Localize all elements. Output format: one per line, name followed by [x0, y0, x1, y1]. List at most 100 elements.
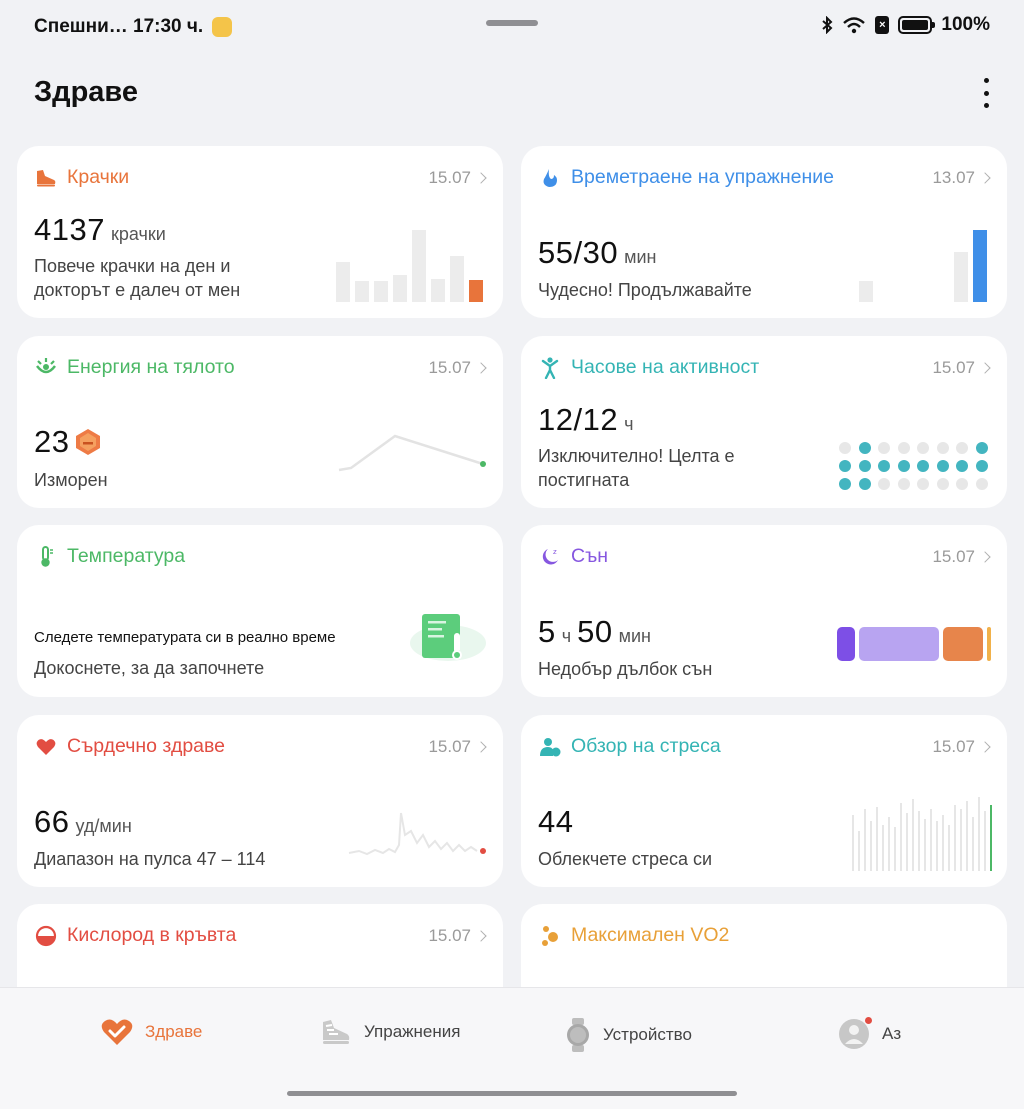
steps-card[interactable]: Крачки 15.07 4137 крачки Повече крачки н…	[17, 146, 503, 318]
nav-label: Упражнения	[364, 1022, 461, 1041]
steps-value: 4137	[34, 212, 105, 247]
date-label: 15.07	[428, 926, 471, 945]
watch-icon	[567, 1018, 589, 1052]
exercise-bar	[954, 252, 968, 302]
battery-percent: 100%	[941, 14, 990, 35]
sleep-stage-awake	[987, 627, 991, 661]
chevron-right-icon	[475, 741, 487, 753]
drag-handle[interactable]	[486, 20, 538, 26]
date-label: 15.07	[932, 737, 975, 756]
notification-app-icon	[212, 17, 232, 37]
stress-title: Обзор на стреса	[571, 735, 721, 757]
carrier-label: Спешни…	[34, 16, 128, 37]
exercise-card[interactable]: Времетраене на упражнение 13.07 55/30 ми…	[521, 146, 1007, 318]
sleep-date[interactable]: 15.07	[932, 547, 991, 567]
energy-desc: Изморен	[34, 470, 108, 490]
date-label: 15.07	[932, 358, 975, 377]
energy-icon	[35, 357, 57, 379]
page-title: Здраве	[34, 76, 138, 108]
status-bar: Спешни… 17:30 ч. × 100%	[0, 0, 1024, 56]
steps-bar-chart	[336, 228, 483, 302]
more-options-icon[interactable]	[978, 78, 994, 108]
energy-card[interactable]: Енергия на тялото 15.07 23 Изморен	[17, 336, 503, 508]
exercise-bar-chart	[859, 228, 987, 302]
nav-tab-device[interactable]: Устройство	[565, 1018, 692, 1052]
sleep-minutes-unit: мин	[618, 626, 651, 646]
temperature-card[interactable]: Температура Следете температурата си в р…	[17, 525, 503, 697]
bottom-navigation: Здраве Упражнения Устройство Аз	[0, 987, 1024, 1109]
activity-dot-grid	[839, 442, 988, 490]
vo2-title: Максимален VO2	[571, 924, 730, 946]
stress-icon	[539, 736, 561, 758]
temperature-prompt: Следете температурата си в реално време	[34, 629, 336, 646]
date-label: 15.07	[932, 547, 975, 566]
chevron-right-icon	[979, 362, 991, 374]
hour-dot	[878, 478, 890, 490]
clock: 17:30 ч.	[133, 16, 204, 37]
energy-value: 23	[34, 424, 70, 459]
steps-title: Крачки	[67, 166, 130, 188]
heart-title: Сърдечно здраве	[67, 735, 225, 757]
hour-dot	[858, 460, 871, 472]
nav-tab-health[interactable]: Здраве	[101, 1018, 202, 1046]
steps-date[interactable]: 15.07	[428, 168, 487, 188]
stress-card[interactable]: Обзор на стреса 15.07 44 Облекчете стрес…	[521, 715, 1007, 887]
person-icon	[539, 356, 561, 379]
hour-dot	[956, 460, 968, 472]
hour-dot	[956, 442, 968, 454]
nav-label: Здраве	[145, 1022, 203, 1041]
energy-line-chart	[338, 434, 486, 472]
hour-dot	[917, 442, 929, 454]
notification-dot	[864, 1016, 873, 1025]
chevron-right-icon	[979, 551, 991, 563]
activity-desc-line1: Изключително! Целта е	[538, 446, 735, 466]
sleep-stage-light	[859, 627, 939, 661]
exercise-title: Времетраене на упражнение	[571, 166, 834, 188]
activity-desc-line2: постигната	[538, 470, 630, 490]
bluetooth-icon	[822, 16, 833, 34]
steps-bar-today	[469, 280, 483, 302]
wifi-icon	[843, 17, 866, 34]
sleep-card[interactable]: z Сън 15.07 5 ч 50 мин Недобър дълбок съ…	[521, 525, 1007, 697]
activity-card[interactable]: Часове на активност 15.07 12/12 ч Изключ…	[521, 336, 1007, 508]
hour-dot	[917, 460, 929, 472]
home-indicator[interactable]	[287, 1091, 737, 1096]
sleep-title: Сън	[571, 545, 609, 567]
hour-dot	[839, 478, 851, 490]
exercise-bar	[859, 281, 873, 302]
exercise-date[interactable]: 13.07	[932, 168, 991, 188]
sleep-hours-unit: ч	[561, 626, 572, 646]
activity-date[interactable]: 15.07	[932, 358, 991, 378]
hour-dot	[858, 478, 871, 490]
shoe-icon	[35, 167, 57, 189]
hour-dot	[956, 478, 968, 490]
temperature-title: Температура	[67, 545, 186, 567]
heart-desc: Диапазон на пулса 47 – 114	[34, 849, 266, 869]
steps-bar	[374, 281, 388, 302]
hour-dot	[917, 478, 929, 490]
stress-bar-chart	[852, 797, 992, 871]
hour-dot	[878, 460, 890, 472]
svg-text:z: z	[553, 548, 557, 556]
heart-check-icon	[101, 1019, 133, 1045]
nav-tab-me[interactable]: Аз	[838, 1016, 901, 1050]
date-label: 15.07	[428, 737, 471, 756]
exercise-value: 55/30	[538, 235, 619, 270]
chevron-right-icon	[475, 930, 487, 942]
hour-dot	[936, 460, 949, 472]
oxygen-date[interactable]: 15.07	[428, 926, 487, 946]
heart-date[interactable]: 15.07	[428, 737, 487, 757]
date-label: 13.07	[932, 168, 975, 187]
hour-dot	[839, 442, 851, 454]
heart-card[interactable]: Сърдечно здраве 15.07 66 уд/мин Диапазон…	[17, 715, 503, 887]
nav-tab-exercise[interactable]: Упражнения	[320, 1018, 460, 1046]
activity-unit: ч	[624, 414, 634, 434]
temperature-desc: Докоснете, за да започнете	[34, 658, 265, 678]
date-label: 15.07	[428, 358, 471, 377]
status-icons: × 100%	[821, 14, 990, 36]
steps-bar	[355, 281, 369, 302]
stress-date[interactable]: 15.07	[932, 737, 991, 757]
date-label: 15.07	[428, 168, 471, 187]
energy-date[interactable]: 15.07	[428, 358, 487, 378]
hour-dot	[975, 442, 988, 454]
